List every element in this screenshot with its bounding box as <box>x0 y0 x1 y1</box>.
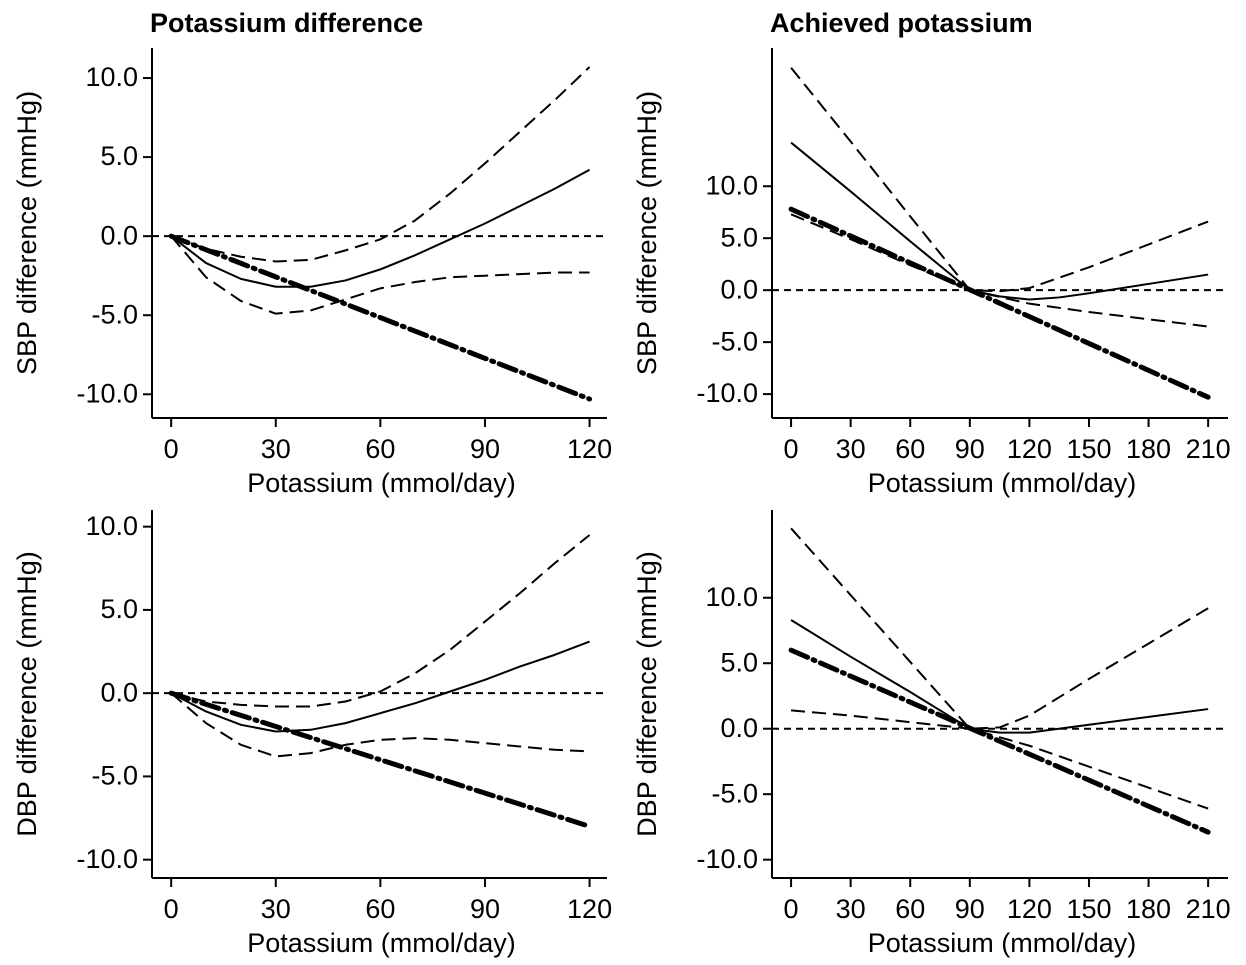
x-axis-title: Potassium (mmol/day) <box>868 928 1137 958</box>
y-axis-title: DBP difference (mmHg) <box>12 551 42 837</box>
x-tick-label: 90 <box>955 894 985 924</box>
x-tick-label: 150 <box>1066 434 1111 464</box>
x-tick-label: 0 <box>164 434 179 464</box>
series-line <box>788 206 1211 400</box>
y-tick-label: 10.0 <box>85 62 138 92</box>
y-axis-title: SBP difference (mmHg) <box>12 91 42 375</box>
y-tick-label: 5.0 <box>100 594 138 624</box>
series-line <box>168 690 593 829</box>
x-tick-label: 120 <box>567 434 612 464</box>
y-tick-label: -5.0 <box>711 778 758 808</box>
y-tick-label: 0.0 <box>720 713 758 743</box>
x-tick-label: 30 <box>261 894 291 924</box>
x-tick-label: 120 <box>1007 434 1052 464</box>
y-axis-title: DBP difference (mmHg) <box>632 551 662 837</box>
y-tick-label: 10.0 <box>705 582 758 612</box>
series-line <box>170 66 591 263</box>
x-tick-label: 210 <box>1186 894 1231 924</box>
y-tick-label: 5.0 <box>720 647 758 677</box>
y-tick-label: 10.0 <box>85 511 138 541</box>
x-tick-label: 30 <box>261 434 291 464</box>
x-axis-title: Potassium (mmol/day) <box>247 928 516 958</box>
x-tick-label: 180 <box>1126 894 1171 924</box>
series-line <box>790 141 1209 301</box>
x-tick-label: 120 <box>1007 894 1052 924</box>
y-tick-label: 0.0 <box>100 220 138 250</box>
series-line <box>790 709 1209 810</box>
series-line <box>788 647 1211 835</box>
x-tick-label: 60 <box>895 434 925 464</box>
x-tick-label: 120 <box>567 894 612 924</box>
y-tick-label: -5.0 <box>91 761 138 791</box>
x-tick-label: 60 <box>895 894 925 924</box>
series-line <box>170 640 590 733</box>
x-tick-label: 30 <box>836 894 866 924</box>
series-line <box>170 534 591 708</box>
x-tick-label: 0 <box>164 894 179 924</box>
x-tick-label: 0 <box>784 894 799 924</box>
y-tick-label: 5.0 <box>100 141 138 171</box>
y-tick-label: -10.0 <box>76 378 138 408</box>
y-tick-label: -10.0 <box>696 378 758 408</box>
x-tick-label: 90 <box>470 434 500 464</box>
y-tick-label: 0.0 <box>100 677 138 707</box>
series-line <box>790 619 1209 734</box>
x-tick-label: 60 <box>365 894 395 924</box>
x-tick-label: 180 <box>1126 434 1171 464</box>
y-tick-label: -5.0 <box>91 299 138 329</box>
y-tick-label: 0.0 <box>720 274 758 304</box>
series-line <box>790 527 1209 730</box>
x-tick-label: 30 <box>836 434 866 464</box>
x-tick-label: 150 <box>1066 894 1111 924</box>
x-tick-label: 90 <box>470 894 500 924</box>
x-axis-title: Potassium (mmol/day) <box>868 468 1137 498</box>
x-tick-label: 210 <box>1186 434 1231 464</box>
series-line <box>790 213 1209 328</box>
y-tick-label: -10.0 <box>76 844 138 874</box>
panel-title: Achieved potassium <box>770 8 1033 38</box>
series-line <box>170 168 591 288</box>
series-line <box>790 67 1209 293</box>
series-line <box>168 233 593 402</box>
y-tick-label: 10.0 <box>705 170 758 200</box>
x-tick-label: 60 <box>365 434 395 464</box>
series-line <box>170 692 590 758</box>
x-tick-label: 0 <box>784 434 799 464</box>
y-tick-label: -10.0 <box>696 844 758 874</box>
y-tick-label: 5.0 <box>720 222 758 252</box>
series-line <box>170 235 590 315</box>
y-tick-label: -5.0 <box>711 326 758 356</box>
x-axis-title: Potassium (mmol/day) <box>247 468 516 498</box>
y-axis-title: SBP difference (mmHg) <box>632 91 662 375</box>
panel-title: Potassium difference <box>150 8 423 38</box>
x-tick-label: 90 <box>955 434 985 464</box>
